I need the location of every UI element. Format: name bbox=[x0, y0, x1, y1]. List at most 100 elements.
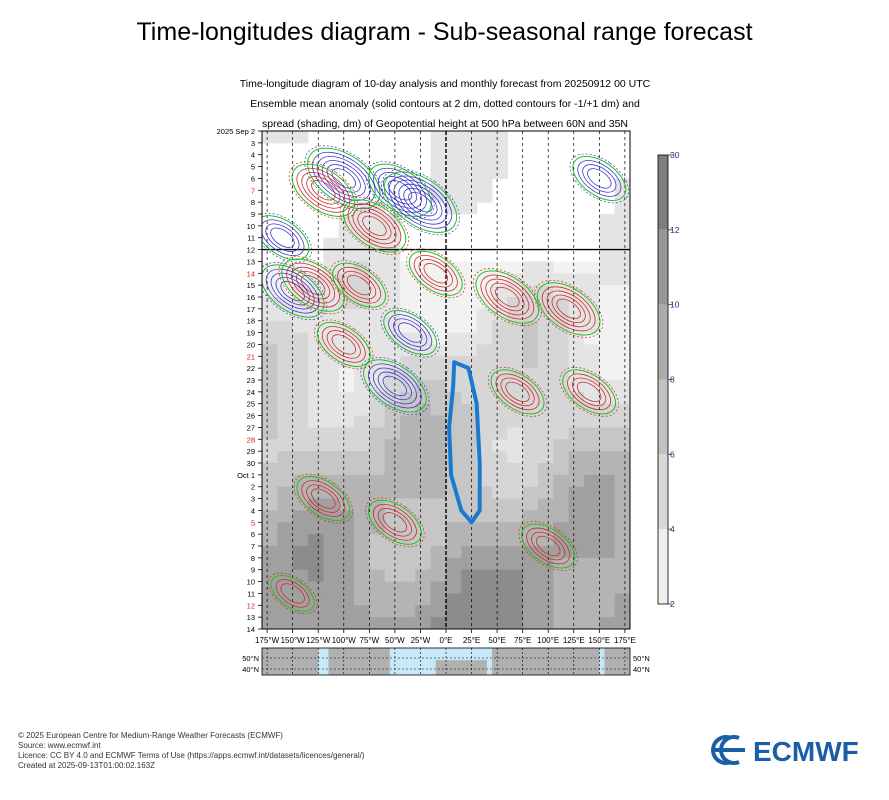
spread-cell-345 bbox=[522, 391, 539, 405]
spread-cell-648 bbox=[384, 546, 401, 559]
contour-2-2 bbox=[403, 187, 438, 217]
spread-cell-524 bbox=[323, 486, 340, 500]
dotted-contour-20 bbox=[518, 521, 578, 571]
spread-cell-763 bbox=[308, 605, 324, 618]
spread-cell-439 bbox=[492, 439, 508, 452]
contour-18-2 bbox=[306, 484, 341, 513]
date-label-1: 3 bbox=[251, 139, 255, 148]
dotted-contour-2 bbox=[381, 169, 460, 236]
spread-cell-611 bbox=[553, 522, 570, 535]
spread-cell-224 bbox=[507, 332, 524, 345]
colorbar-segment-5 bbox=[658, 155, 668, 230]
spread-cell-709 bbox=[584, 569, 600, 583]
spread-cell-643 bbox=[308, 546, 324, 559]
spread-cell-670 bbox=[354, 557, 370, 571]
spread-cell-715 bbox=[308, 581, 324, 594]
spread-cell-30 bbox=[461, 190, 478, 203]
spread-cell-7 bbox=[492, 131, 508, 144]
spread-cell-514 bbox=[538, 474, 554, 488]
spread-cell-792 bbox=[384, 617, 401, 629]
spread-cell-234 bbox=[292, 344, 309, 357]
source-line: Source: www.ecmwf.int bbox=[18, 741, 101, 750]
contour-2-1 bbox=[408, 192, 433, 213]
spread-cell-664 bbox=[262, 557, 278, 571]
spread-cell-191 bbox=[369, 320, 386, 334]
spread-cell-216 bbox=[384, 332, 401, 345]
spread-cell-446 bbox=[599, 439, 616, 452]
lon-label-1: 150°W bbox=[281, 636, 306, 645]
contour-3-2 bbox=[265, 223, 300, 252]
spread-cell-59 bbox=[354, 249, 370, 262]
spread-cell-576 bbox=[384, 510, 401, 523]
spread-cell-553 bbox=[400, 498, 416, 511]
spread-cell-512 bbox=[507, 474, 524, 488]
spread-cell-656 bbox=[507, 546, 524, 559]
dotted-contour-19 bbox=[365, 497, 425, 548]
spread-cell-668 bbox=[323, 557, 340, 571]
spread-cell-14 bbox=[446, 154, 462, 168]
dotted-contour-13 bbox=[472, 268, 542, 326]
spread-cell-305 bbox=[277, 380, 294, 393]
spread-cell-650 bbox=[415, 546, 432, 559]
spread-cell-431 bbox=[369, 439, 386, 452]
spread-cell-785 bbox=[277, 617, 294, 629]
contour-0-3 bbox=[321, 160, 366, 197]
spread-cell-444 bbox=[568, 439, 585, 452]
zero-contour-9 bbox=[342, 199, 407, 253]
contour-19-1 bbox=[382, 512, 408, 533]
spread-cell-77 bbox=[461, 261, 478, 274]
spread-cell-475 bbox=[308, 463, 324, 476]
subtitle-line-2: Ensemble mean anomaly (solid contours at… bbox=[250, 98, 640, 110]
spread-cell-507 bbox=[430, 474, 447, 488]
spread-cell-686 bbox=[599, 557, 616, 571]
spread-cell-588 bbox=[568, 510, 585, 523]
spread-cell-270 bbox=[476, 356, 493, 369]
spread-cell-787 bbox=[308, 617, 324, 629]
spread-cell-349 bbox=[584, 391, 600, 405]
spread-cell-517 bbox=[584, 474, 600, 488]
spread-cell-726 bbox=[476, 581, 493, 594]
spread-cell-706 bbox=[538, 569, 554, 583]
spread-cell-777 bbox=[522, 605, 539, 618]
spread-cell-725 bbox=[461, 581, 478, 594]
spread-cell-3 bbox=[430, 131, 447, 144]
spread-cell-88 bbox=[262, 273, 278, 286]
spread-cell-384 bbox=[384, 415, 401, 428]
spread-cell-193 bbox=[400, 320, 416, 334]
spread-cell-297 bbox=[522, 368, 539, 381]
spread-cell-747 bbox=[430, 593, 447, 606]
contour-8-1 bbox=[311, 180, 336, 201]
spread-cell-294 bbox=[476, 368, 493, 381]
spread-cell-637 bbox=[584, 534, 600, 547]
spread-cell-654 bbox=[476, 546, 493, 559]
spread-cell-601 bbox=[400, 522, 416, 535]
spread-cell-427 bbox=[308, 439, 324, 452]
spread-cell-291 bbox=[430, 368, 447, 381]
spread-cell-285 bbox=[338, 368, 355, 381]
spread-cell-250 bbox=[538, 344, 554, 357]
spread-cell-546 bbox=[292, 498, 309, 511]
ecmwf-logo-text: ECMWF bbox=[753, 736, 859, 767]
date-label-16: 18 bbox=[247, 317, 255, 326]
spread-cell-652 bbox=[446, 546, 462, 559]
zero-contour-7 bbox=[383, 310, 438, 356]
spread-cell-506 bbox=[415, 474, 432, 488]
spread-cell-676 bbox=[446, 557, 462, 571]
spread-cell-807 bbox=[614, 617, 630, 629]
spread-cell-423 bbox=[614, 427, 630, 440]
contour-10-1 bbox=[300, 275, 326, 296]
spread-cell-160 bbox=[262, 308, 278, 322]
spread-cell-595 bbox=[308, 522, 324, 535]
contour-16-1 bbox=[505, 381, 530, 402]
spread-cell-461 bbox=[461, 451, 478, 464]
spread-cell-607 bbox=[492, 522, 508, 535]
lon-label-12: 125°E bbox=[563, 636, 585, 645]
lon-label-8: 25°E bbox=[463, 636, 480, 645]
spread-cell-536 bbox=[507, 486, 524, 500]
spread-cell-120 bbox=[384, 285, 401, 298]
spread-cell-598 bbox=[354, 522, 370, 535]
spread-cell-355 bbox=[308, 403, 324, 417]
contour-11-3 bbox=[337, 266, 382, 304]
spread-cell-796 bbox=[446, 617, 462, 629]
spread-cell-518 bbox=[599, 474, 616, 488]
